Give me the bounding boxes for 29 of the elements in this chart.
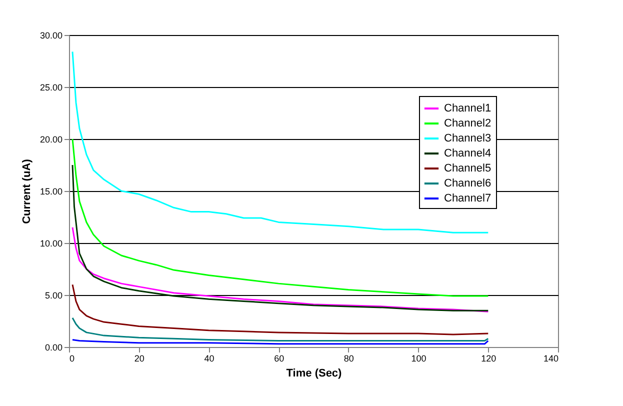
x-tick-label: 60 bbox=[274, 354, 284, 364]
y-tick-label: 25.00 bbox=[40, 82, 62, 92]
x-axis-title: Time (Sec) bbox=[286, 368, 342, 380]
legend-label: Channel7 bbox=[444, 192, 492, 204]
y-tick-label: 30.00 bbox=[40, 30, 62, 40]
line-series bbox=[72, 317, 489, 342]
x-tick-label: 0 bbox=[70, 354, 75, 364]
legend-label: Channel1 bbox=[444, 102, 492, 114]
line-series bbox=[72, 164, 489, 312]
y-axis-title: Current (uA) bbox=[20, 158, 33, 224]
legend-label: Channel6 bbox=[444, 178, 492, 190]
line-series bbox=[72, 226, 489, 312]
line-series bbox=[72, 50, 489, 234]
y-tick-label: 10.00 bbox=[40, 238, 62, 248]
x-tick-label: 120 bbox=[481, 354, 496, 364]
x-tick-label: 40 bbox=[204, 354, 214, 364]
x-tick-label: 100 bbox=[411, 354, 426, 364]
y-tick-label: 0.00 bbox=[44, 342, 62, 352]
x-tick-label: 20 bbox=[134, 354, 144, 364]
x-tick-label: 140 bbox=[543, 354, 558, 364]
legend-label: Channel4 bbox=[444, 148, 492, 160]
legend-label: Channel2 bbox=[444, 118, 492, 130]
x-tick-label: 80 bbox=[344, 354, 354, 364]
y-tick-label: 20.00 bbox=[40, 134, 62, 144]
y-tick-label: 5.00 bbox=[44, 290, 62, 300]
legend-label: Channel3 bbox=[444, 132, 492, 144]
line-series bbox=[72, 284, 489, 336]
y-tick-label: 15.00 bbox=[40, 186, 62, 196]
legend-label: Channel5 bbox=[444, 162, 492, 174]
